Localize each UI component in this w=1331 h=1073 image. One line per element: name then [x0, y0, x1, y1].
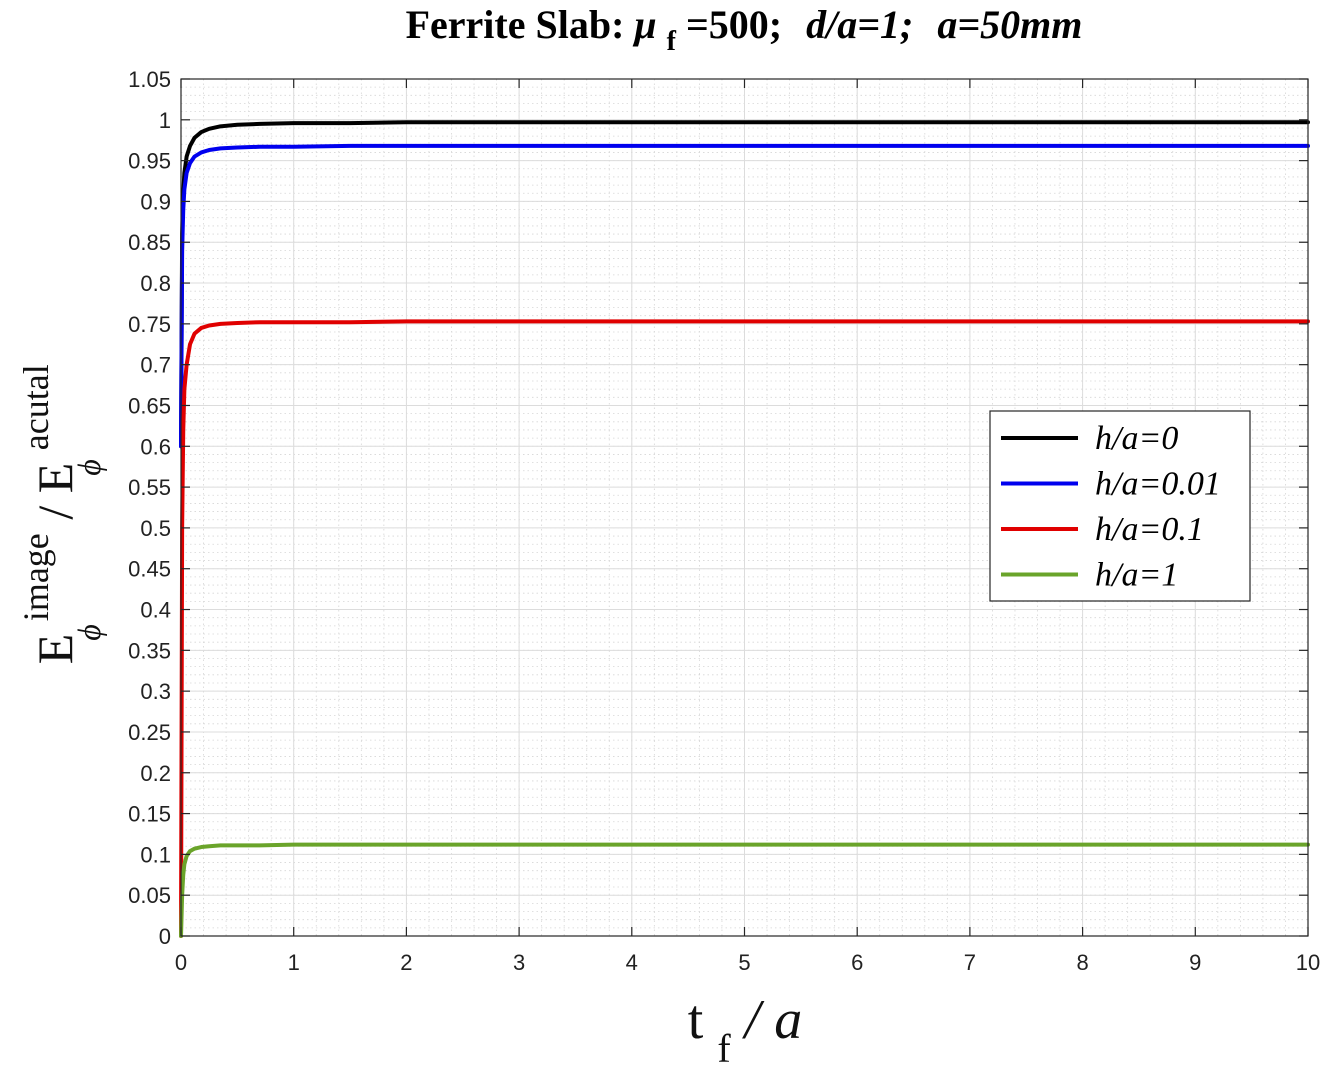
y-tick-label: 0.3: [140, 679, 171, 704]
chart-title: Ferrite Slab: μ f =500; d/a=1; a=50mm: [406, 2, 1083, 59]
series-line-0: [179, 120, 1310, 449]
x-tick-label: 3: [513, 950, 525, 975]
y-tick-label: 0.15: [128, 802, 171, 827]
x-tick-label: 10: [1296, 950, 1320, 975]
y-tick-label: 1.05: [128, 67, 171, 92]
y-tick-label: 0.9: [140, 189, 171, 214]
legend-label-1: h/a=0.01: [1095, 466, 1221, 503]
y-tick-label: 0.4: [140, 598, 171, 623]
title-prefix: Ferrite Slab:: [406, 2, 635, 47]
y-tick-label: 0.65: [128, 393, 171, 418]
title-mu-sub: f: [667, 26, 677, 57]
legend-label-0: h/a=0: [1095, 420, 1178, 457]
y-tick-label: 0.35: [128, 638, 171, 663]
x-tick-label: 1: [288, 950, 300, 975]
x-tick-label: 2: [400, 950, 412, 975]
y-label-num-base: E: [27, 634, 83, 665]
y-tick-label: 0: [159, 924, 171, 949]
legend-label-3: h/a=1: [1095, 557, 1178, 594]
y-tick-label: 0.95: [128, 149, 171, 174]
x-tick-label: 8: [1076, 950, 1088, 975]
y-tick-label: 0.8: [140, 271, 171, 296]
y-label-den-sup: acutal: [16, 364, 56, 450]
x-axis-ticks: 0 1 2 3 4 5 6 7 8 9 10: [175, 79, 1320, 975]
y-tick-label: 0.55: [128, 475, 171, 500]
title-mu: μ: [632, 2, 656, 47]
x-label-rest: / a: [742, 989, 803, 1051]
series-line-1: [179, 143, 1310, 449]
y-tick-label: 0.05: [128, 883, 171, 908]
y-label-den-sub: ϕ: [71, 459, 107, 476]
x-tick-label: 7: [964, 950, 976, 975]
y-label-den-base: E: [27, 463, 83, 494]
x-tick-label: 5: [738, 950, 750, 975]
series-line-3: [179, 842, 1310, 938]
y-tick-label: 0.75: [128, 312, 171, 337]
x-tick-label: 0: [175, 950, 187, 975]
y-tick-label: 0.7: [140, 353, 171, 378]
legend-label-2: h/a=0.1: [1095, 511, 1204, 548]
y-axis-ticks: 0 0.05 0.1 0.15 0.2 0.25 0.3 0.35 0.4 0.45 0.5 0.55…: [128, 67, 1308, 949]
x-tick-label: 4: [626, 950, 638, 975]
y-tick-label: 0.45: [128, 557, 171, 582]
x-tick-label: 6: [851, 950, 863, 975]
y-tick-label: 0.6: [140, 434, 171, 459]
series-layer: [179, 120, 1310, 938]
y-axis-label: E image ϕ / E acutal ϕ: [3, 352, 111, 664]
y-tick-label: 1: [159, 108, 171, 133]
legend: h/a=0 h/a=0.01 h/a=0.1 h/a=1: [989, 410, 1251, 602]
y-label-num-sup: image: [16, 533, 56, 621]
x-label-base: t: [688, 989, 704, 1051]
y-tick-label: 0.2: [140, 761, 171, 786]
y-tick-label: 0.5: [140, 516, 171, 541]
y-tick-label: 0.25: [128, 720, 171, 745]
y-label-num-sub: ϕ: [71, 624, 107, 641]
x-label-sub: f: [717, 1026, 731, 1071]
x-tick-label: 9: [1189, 950, 1201, 975]
title-mu-value: =500;: [686, 2, 782, 47]
legend-box: [989, 410, 1251, 602]
title-param-d: d/a=1;: [806, 2, 913, 47]
series-line-2: [179, 319, 1310, 938]
legend-items: h/a=0 h/a=0.01 h/a=0.1 h/a=1: [1001, 420, 1221, 594]
title-param-a: a=50mm: [937, 2, 1082, 47]
y-tick-label: 0.1: [140, 842, 171, 867]
x-axis-label: t f / a: [688, 989, 802, 1073]
y-label-slash: /: [27, 506, 83, 520]
y-tick-label: 0.85: [128, 230, 171, 255]
